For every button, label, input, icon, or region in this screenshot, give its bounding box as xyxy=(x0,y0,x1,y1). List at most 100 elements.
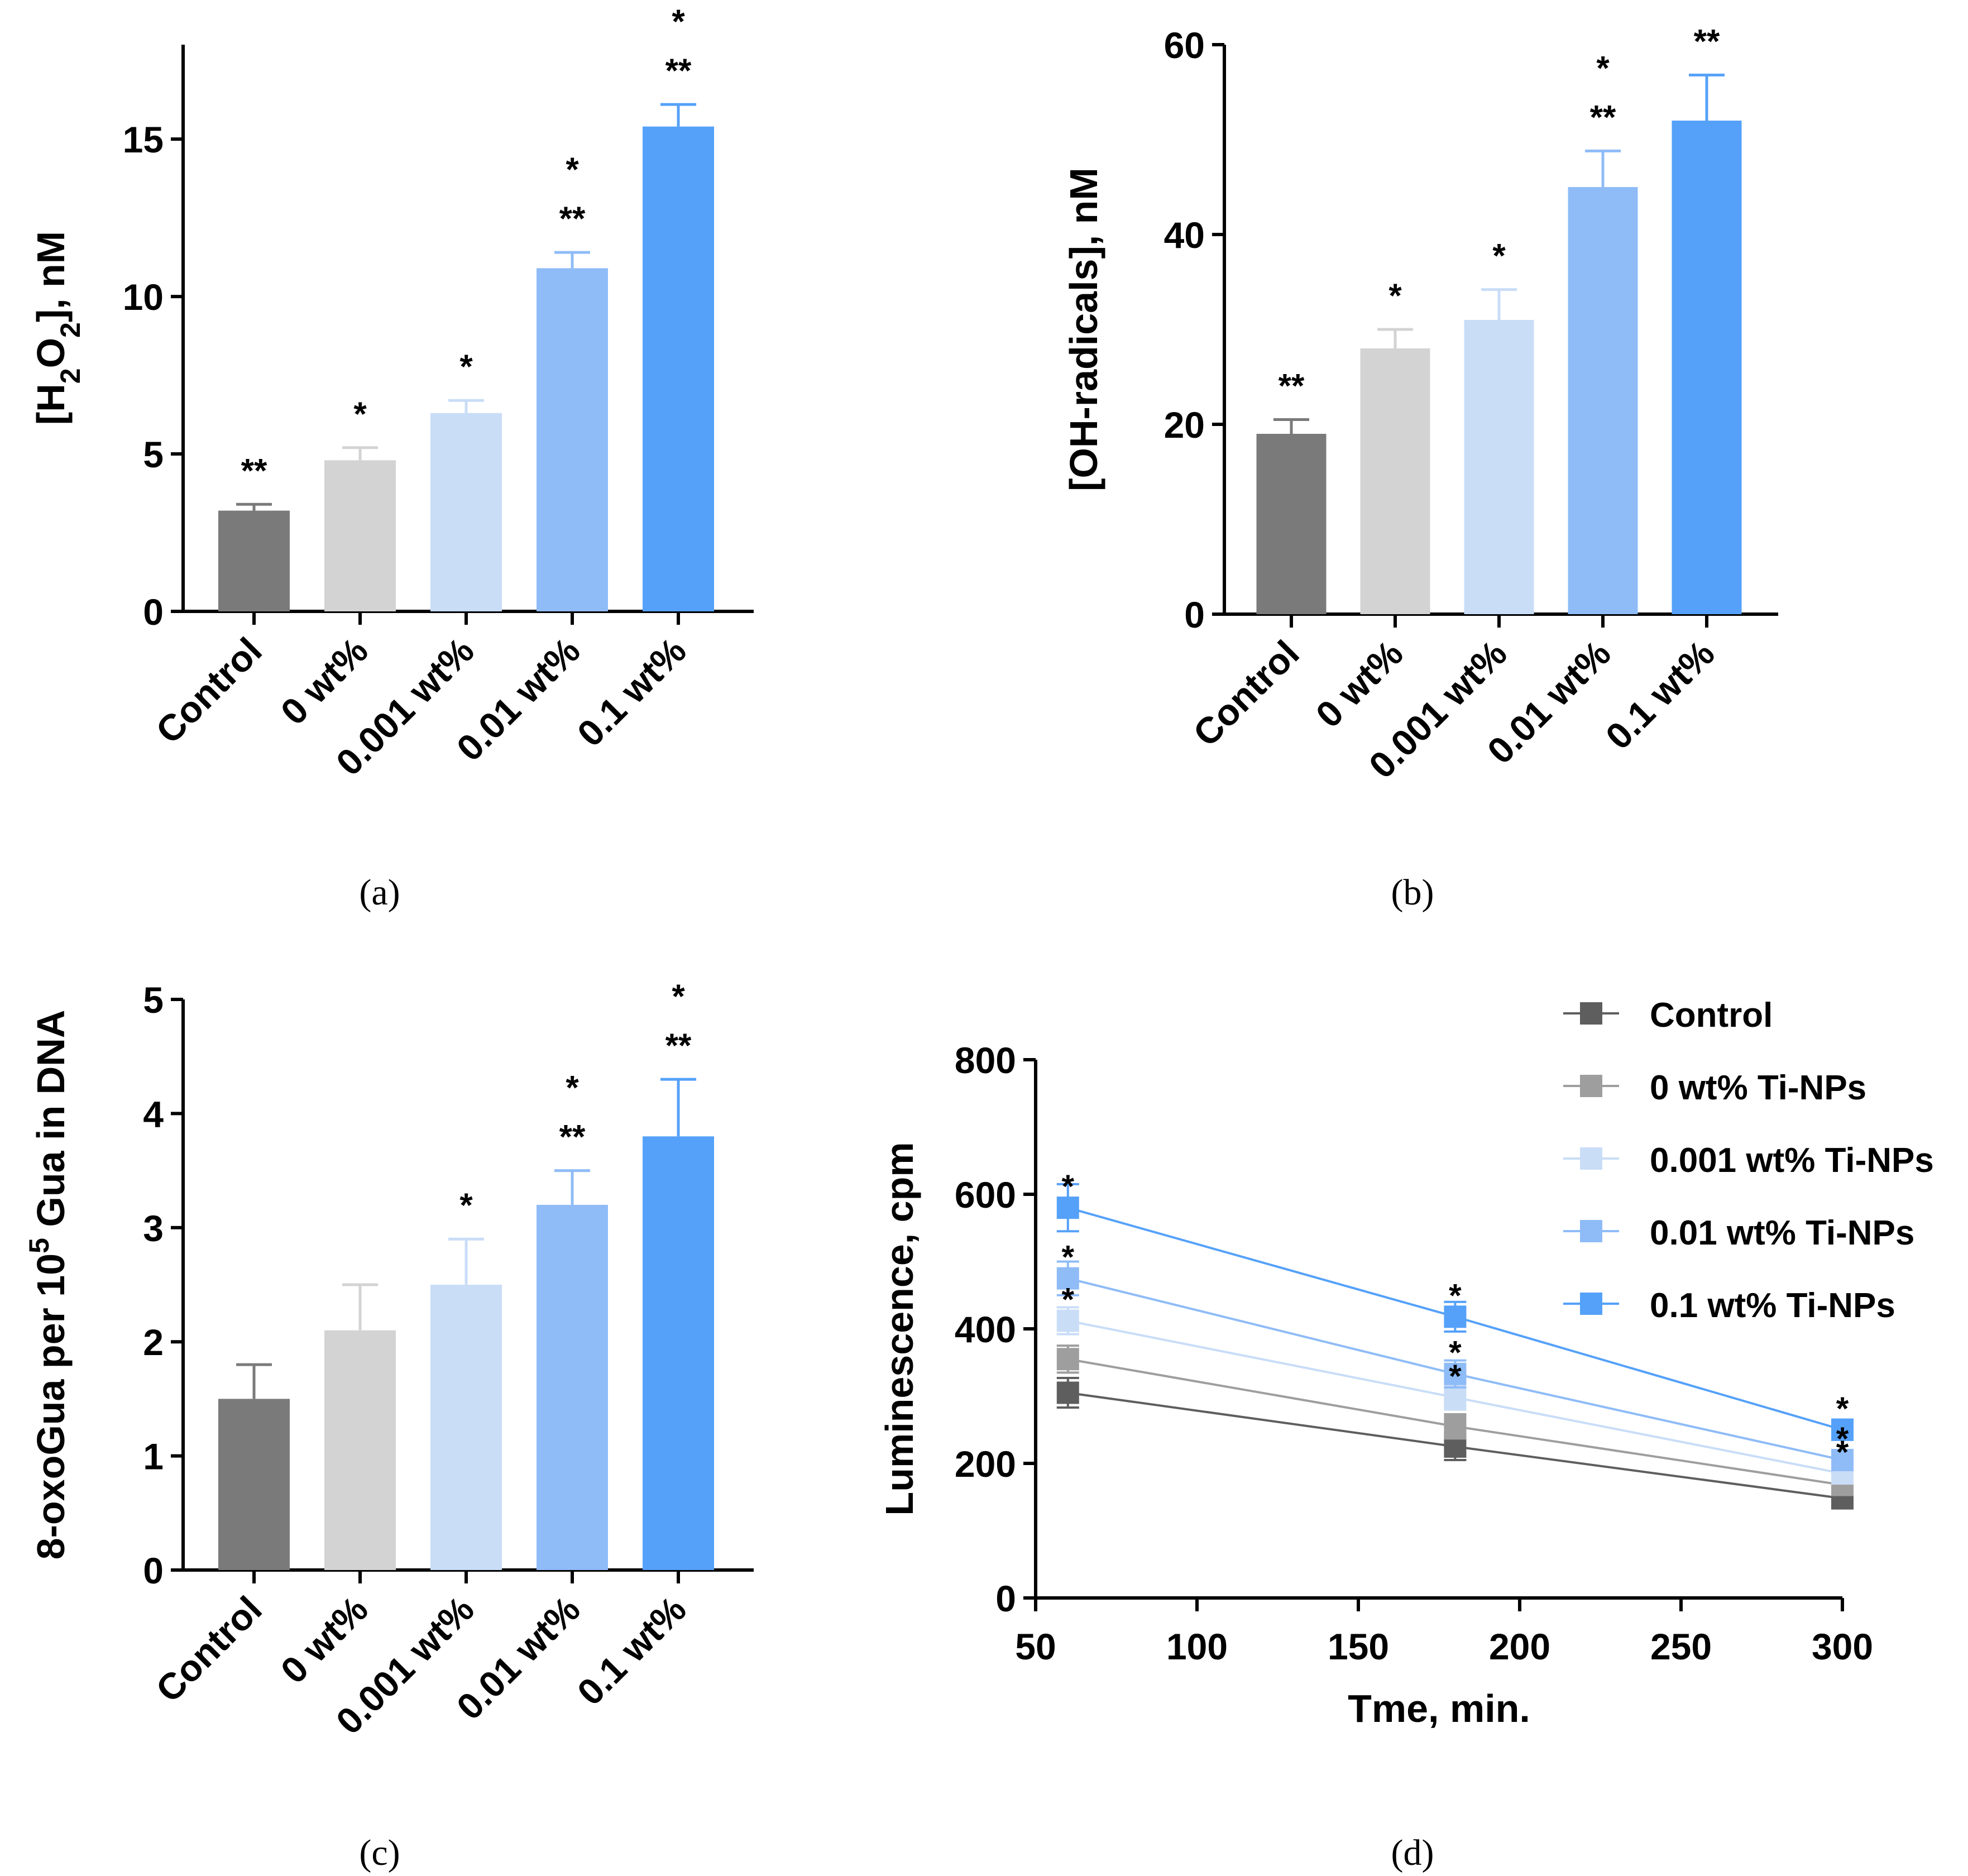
x-tick-label: 0 wt% xyxy=(1308,633,1411,736)
bar xyxy=(430,413,502,611)
y-tick-label: 800 xyxy=(955,1040,1016,1081)
bar xyxy=(324,460,396,611)
bar xyxy=(218,510,290,611)
data-point xyxy=(1444,1386,1467,1409)
data-point xyxy=(1056,1348,1079,1371)
legend-marker xyxy=(1580,1220,1602,1242)
x-tick-label: 0.1 wt% xyxy=(1597,633,1722,758)
significance-mark: * xyxy=(459,1186,473,1224)
y-tick-label: 4 xyxy=(143,1093,164,1135)
panel-caption: (a) xyxy=(359,872,400,913)
significance-mark: * xyxy=(1596,49,1610,87)
y-tick-label: 0 xyxy=(1184,594,1205,635)
legend-marker xyxy=(1580,1147,1602,1170)
x-axis-label: Tme, min. xyxy=(1348,1687,1530,1730)
data-point xyxy=(1056,1309,1079,1332)
significance-mark: * xyxy=(672,978,685,1015)
bar xyxy=(218,1399,290,1570)
y-axis-label: [H2O2], nM xyxy=(29,231,86,425)
bar xyxy=(430,1285,502,1570)
x-tick-label: 0.1 wt% xyxy=(569,1588,694,1714)
significance-mark: * xyxy=(1492,237,1506,275)
panel-caption: (c) xyxy=(359,1832,400,1873)
legend-label: 0.1 wt% Ti-NPs xyxy=(1650,1286,1895,1325)
significance-mark: ** xyxy=(559,1118,586,1156)
x-tick-label: 50 xyxy=(1015,1626,1056,1667)
x-tick-label: 250 xyxy=(1650,1626,1712,1667)
y-tick-label: 400 xyxy=(955,1309,1016,1350)
bar xyxy=(1256,434,1327,614)
y-tick-label: 5 xyxy=(143,434,164,475)
significance-mark: * xyxy=(1836,1391,1849,1427)
x-tick-label: Control xyxy=(148,630,270,752)
y-tick-label: 1 xyxy=(143,1436,164,1477)
x-tick-label: 0.1 wt% xyxy=(569,630,694,755)
bar xyxy=(643,126,714,612)
significance-mark: * xyxy=(1449,1335,1462,1371)
significance-mark: * xyxy=(672,3,685,40)
bar xyxy=(1360,348,1430,614)
significance-mark: ** xyxy=(1590,98,1616,136)
bar xyxy=(537,1204,608,1570)
significance-mark: * xyxy=(1062,1240,1075,1276)
significance-mark: * xyxy=(1062,1169,1075,1205)
x-tick-label: Control xyxy=(148,1588,270,1710)
panel-c: 0 1 2 3 4 5 8-oxoGua per 105 Gua in DNA Control… xyxy=(23,978,754,1873)
significance-mark: * xyxy=(459,348,473,385)
significance-mark: * xyxy=(1836,1434,1849,1471)
panel-caption: (b) xyxy=(1391,872,1434,913)
bar xyxy=(1568,187,1638,614)
panel-d: 0 200 400 600 800 50 100 150 200 250 300 Tme, min. L… xyxy=(878,996,1934,1873)
y-tick-label: 0 xyxy=(995,1578,1016,1619)
y-axis-label: 8-oxoGua per 105 Gua in DNA xyxy=(23,1010,73,1560)
y-tick-label: 10 xyxy=(123,276,164,318)
x-tick-label: 150 xyxy=(1328,1626,1389,1667)
y-tick-label: 60 xyxy=(1164,25,1205,66)
legend-label: Control xyxy=(1650,996,1773,1035)
x-tick-label: 0 wt% xyxy=(272,1588,376,1692)
x-tick-label: Control xyxy=(1185,633,1307,754)
x-tick-label: 200 xyxy=(1489,1626,1550,1667)
legend-marker xyxy=(1580,1002,1602,1025)
legend-label: 0.001 wt% Ti-NPs xyxy=(1650,1141,1934,1180)
x-tick-label: 0 wt% xyxy=(272,630,376,733)
significance-mark: * xyxy=(1062,1282,1075,1318)
x-tick-label: 100 xyxy=(1166,1626,1228,1667)
data-point xyxy=(1056,1197,1079,1219)
bar xyxy=(537,268,608,612)
y-tick-label: 600 xyxy=(955,1174,1016,1215)
bar xyxy=(1672,121,1742,614)
significance-mark: ** xyxy=(1279,367,1305,405)
y-tick-label: 200 xyxy=(955,1443,1016,1485)
significance-mark: ** xyxy=(559,200,586,237)
significance-mark: * xyxy=(1388,277,1402,314)
panel-caption: (d) xyxy=(1391,1832,1434,1873)
bar xyxy=(643,1136,714,1570)
y-tick-label: 40 xyxy=(1164,214,1205,256)
significance-mark: ** xyxy=(1694,22,1720,60)
x-tick-label: 300 xyxy=(1812,1626,1873,1667)
data-point xyxy=(1444,1305,1467,1328)
y-tick-label: 15 xyxy=(123,119,164,160)
legend-marker xyxy=(1580,1075,1602,1097)
y-axis-label: [OH-radicals], nM xyxy=(1062,168,1105,491)
data-point xyxy=(1056,1267,1079,1290)
data-point xyxy=(1444,1415,1467,1438)
y-tick-label: 5 xyxy=(143,979,164,1021)
y-tick-label: 2 xyxy=(143,1322,164,1363)
significance-mark: * xyxy=(353,395,367,433)
bar xyxy=(1464,320,1534,614)
significance-mark: * xyxy=(1700,0,1713,11)
legend-label: 0.01 wt% Ti-NPs xyxy=(1650,1214,1914,1252)
data-point xyxy=(1831,1418,1854,1441)
significance-mark: ** xyxy=(665,52,692,89)
significance-mark: * xyxy=(1836,1421,1849,1457)
data-point xyxy=(1831,1448,1854,1471)
y-tick-label: 0 xyxy=(143,1550,164,1591)
y-tick-label: 20 xyxy=(1164,404,1205,446)
significance-mark: * xyxy=(566,1069,579,1107)
significance-mark: * xyxy=(1449,1358,1462,1395)
